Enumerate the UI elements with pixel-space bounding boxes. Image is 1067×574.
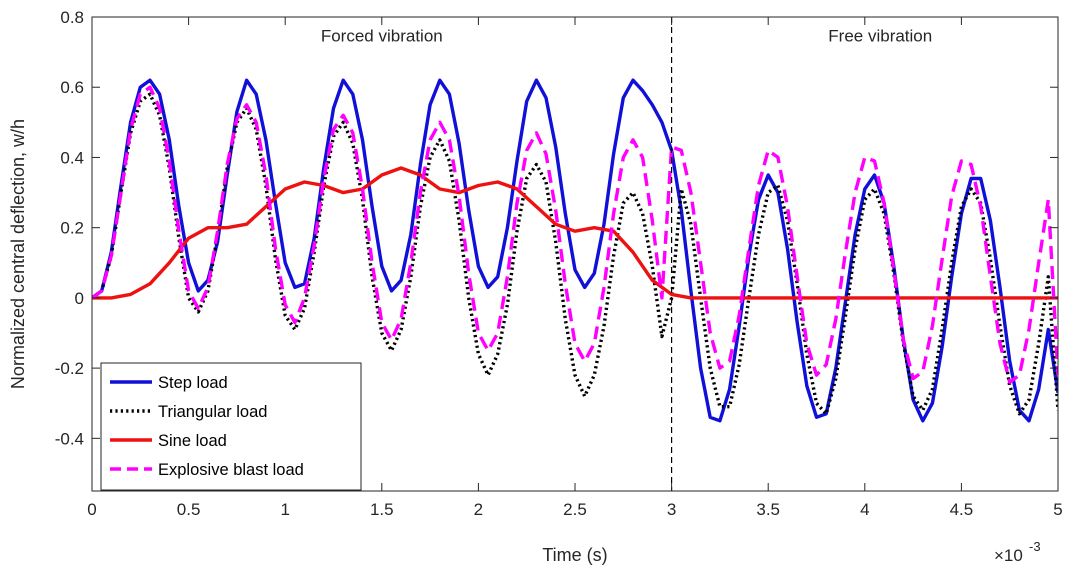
ticks-layer: 0 0.5 1 1.5 2 2.5 3 3.5 4 4.5 5 -0.4 -0.2 0 0.2 0.4 0.6 0… [55,8,1063,519]
y-tick-label: 0.8 [60,8,84,27]
series-line-sine-load [92,166,1058,300]
annotation-forced-vibration: Forced vibration [321,27,443,46]
legend-label: Sine load [158,432,227,450]
x-tick-label: 0 [87,500,96,519]
legend-label: Explosive blast load [158,461,304,479]
x-axis-label: Time (s) [542,545,607,565]
x-tick-label: 4 [860,500,869,519]
x-tick-label: 0.5 [177,500,201,519]
y-tick-label: 0.4 [60,148,84,167]
y-tick-label: 0 [75,289,84,308]
legend-label: Step load [158,374,228,392]
y-tick-label: 0.2 [60,219,84,238]
x-tick-label: 5 [1053,500,1062,519]
legend: Step load Triangular load Sine load Explosi… [100,362,362,491]
y-tick-label: -0.4 [55,429,84,448]
x-tick-label: 3 [667,500,676,519]
x-tick-label: 2 [474,500,483,519]
x-tick-label: 3.5 [756,500,780,519]
y-axis-label: Normalized central deflection, w/h [8,119,28,389]
series-layer [92,78,1058,423]
x-tick-label: 2.5 [563,500,587,519]
legend-label: Triangular load [158,403,267,421]
x-tick-label: 1 [280,500,289,519]
svg-text:×10: ×10 [994,546,1023,565]
x-tick-label: 1.5 [370,500,394,519]
y-tick-label: 0.6 [60,78,84,97]
x-tick-label: 4.5 [950,500,974,519]
svg-text:-3: -3 [1029,539,1041,554]
x-exponent-label: ×10 -3 [994,539,1041,565]
annotation-free-vibration: Free vibration [828,27,932,46]
y-tick-label: -0.2 [55,359,84,378]
